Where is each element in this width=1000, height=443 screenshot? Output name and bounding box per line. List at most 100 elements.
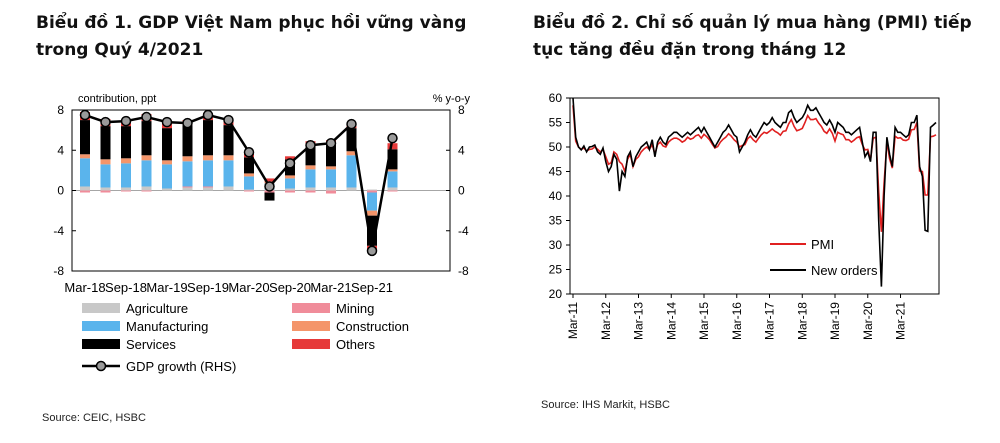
chart1-bar-services (387, 149, 398, 170)
chart1-x-tick-label: Sep-21 (351, 280, 393, 295)
chart1-bar-mining (203, 186, 213, 188)
chart1-bar-services (162, 128, 172, 161)
chart1-right-axis-label: % y-o-y (433, 93, 471, 105)
chart1-bar-agriculture (203, 187, 213, 191)
chart1-legend-label: Mining (336, 301, 374, 316)
chart1-bar-mining (244, 190, 254, 192)
chart1-bar-construction (182, 156, 193, 162)
chart1-left-axis-label: contribution, ppt (78, 93, 156, 105)
chart1-bar-manufacturing (182, 161, 193, 187)
chart1-gdp-point (284, 158, 296, 169)
chart1-bar-manufacturing (121, 163, 131, 188)
chart2-y-tick-label: 35 (549, 214, 563, 228)
chart1-gdp-point (366, 245, 378, 257)
chart1-bar-services (367, 215, 377, 246)
chart1-bar-manufacturing (80, 158, 90, 187)
chart2-y-tick-label: 20 (549, 287, 563, 301)
chart1-bar-construction (346, 151, 357, 156)
chart1-bar-construction (326, 166, 336, 170)
chart1-legend-label: GDP growth (RHS) (126, 359, 236, 374)
chart1-bar-services (244, 157, 254, 174)
chart1-gdp-contribution: -8 -8 -4 -4 0 0 4 4 8 8 contribution, ppt % y-o-y Ma… (53, 93, 471, 374)
chart1-bar-agriculture (326, 187, 336, 191)
chart1-bar-agriculture (182, 187, 193, 191)
chart1-gdp-point (387, 132, 398, 144)
chart2-legend-label: New orders (811, 263, 878, 278)
chart2-legend-label: PMI (811, 237, 834, 252)
chart1-gdp-line (84, 113, 394, 252)
chart1-left-tick-label: 0 (57, 184, 64, 198)
chart1-gdp-point (305, 139, 316, 151)
chart1-x-tick-label: Mar-20 (228, 280, 269, 295)
chart1-gdp-point (100, 116, 111, 128)
chart2-source: Source: IHS Markit, HSBC (541, 399, 670, 411)
chart1-bar-services (141, 121, 152, 156)
chart2-y-tick-label: 50 (549, 140, 563, 154)
chart1-bar-manufacturing (141, 160, 152, 187)
chart1-bar-manufacturing (326, 169, 336, 188)
chart2-y-tick-label: 25 (549, 263, 563, 277)
chart1-legend-label: Construction (336, 319, 409, 334)
chart1-left-tick-label: 8 (57, 103, 64, 117)
chart1-bar-services (305, 144, 316, 166)
chart1-bar-services (203, 120, 213, 156)
chart1-gdp-point (264, 181, 275, 192)
chart1-gdp-point (120, 115, 132, 127)
chart1-legend-swatch (292, 339, 330, 349)
chart1-bar-manufacturing (285, 178, 295, 189)
chart1-legend-label: Services (126, 337, 176, 352)
chart2-y-tick-label: 45 (549, 165, 563, 179)
chart1-legend-label: Manufacturing (126, 319, 208, 334)
chart1-bar-agriculture (346, 187, 357, 191)
chart1-gdp-point (182, 117, 193, 129)
chart1-bar-manufacturing (367, 192, 377, 211)
chart1-bar-agriculture (285, 188, 295, 191)
chart1-bar-construction (305, 165, 316, 170)
chart1-bar-services (100, 126, 111, 160)
chart1-bar-manufacturing (244, 176, 254, 190)
chart1-bar-mining (285, 190, 295, 193)
chart1-bar-services (223, 125, 234, 156)
chart1-bar-mining (326, 190, 336, 194)
chart1-gdp-point (223, 114, 234, 126)
chart1-legend-swatch (82, 321, 120, 331)
chart1-bar-services (182, 125, 193, 157)
chart1-bar-agriculture (367, 189, 377, 191)
chart2-y-tick-label: 40 (549, 189, 563, 203)
chart1-x-tick-label: Sep-19 (187, 280, 229, 295)
chart1-legend-swatch (292, 321, 330, 331)
chart1-legend-gdp-marker (95, 360, 107, 372)
chart2-x-tick-label: Mar-11 (566, 302, 580, 339)
chart1-bar-others (264, 178, 275, 182)
chart2-y-tick-label: 30 (549, 238, 563, 252)
chart2-title: Biểu đồ 2. Chỉ số quản lý mua hàng (PMI)… (533, 13, 972, 60)
chart1-bar-services (80, 120, 90, 155)
chart2-x-tick-label: Mar-17 (763, 302, 777, 340)
chart1-source: Source: CEIC, HSBC (42, 412, 146, 424)
chart2-x-tick-label: Mar-16 (730, 302, 744, 340)
chart1-bar-manufacturing (162, 164, 172, 189)
chart1-bar-manufacturing (305, 169, 316, 188)
chart1-bar-mining (80, 190, 90, 193)
chart1-bar-construction (387, 169, 398, 172)
chart2-y-tick-label: 55 (549, 116, 563, 130)
chart1-left-tick-label: 4 (57, 143, 64, 157)
chart1-bar-others (387, 143, 398, 150)
chart1-bar-services (326, 144, 336, 167)
chart1-bar-construction (121, 158, 131, 164)
chart1-bar-construction (141, 155, 152, 161)
chart1-bar-manufacturing (203, 160, 213, 187)
chart1-bar-mining (100, 190, 111, 193)
chart1-bar-mining (387, 190, 398, 192)
chart1-bar-agriculture (162, 188, 172, 191)
chart1-right-tick-label: -4 (458, 224, 469, 238)
chart1-x-tick-label: Sep-18 (105, 280, 147, 295)
chart1-bar-manufacturing (346, 155, 357, 188)
chart2-pmi-line (572, 105, 937, 232)
chart2-x-tick-label: Mar-15 (697, 302, 711, 340)
chart2-x-tick-label: Mar-12 (599, 302, 613, 340)
chart2-x-tick-label: Mar-14 (664, 302, 678, 340)
chart1-bar-manufacturing (223, 160, 234, 187)
chart1-bar-agriculture (387, 187, 398, 191)
chart1-gdp-point (141, 111, 152, 123)
